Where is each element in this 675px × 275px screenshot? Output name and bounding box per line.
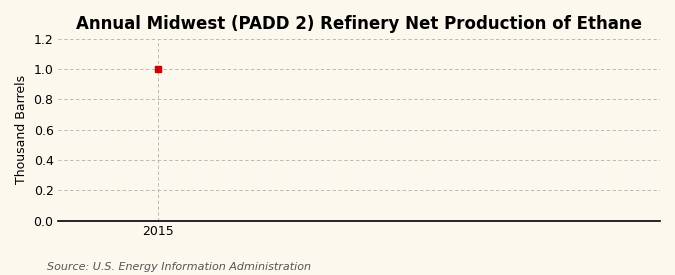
Y-axis label: Thousand Barrels: Thousand Barrels <box>15 75 28 184</box>
Text: Source: U.S. Energy Information Administration: Source: U.S. Energy Information Administ… <box>47 262 311 272</box>
Title: Annual Midwest (PADD 2) Refinery Net Production of Ethane: Annual Midwest (PADD 2) Refinery Net Pro… <box>76 15 642 33</box>
